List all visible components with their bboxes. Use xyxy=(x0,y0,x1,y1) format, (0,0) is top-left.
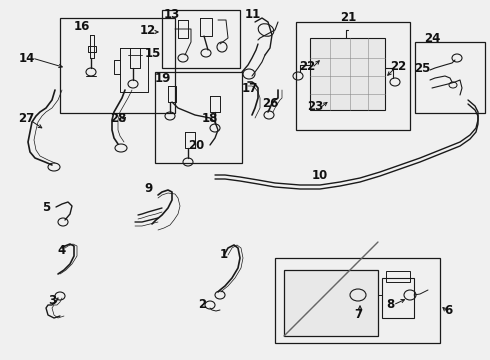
Text: 6: 6 xyxy=(444,303,452,316)
Text: 1: 1 xyxy=(220,248,228,261)
Text: 11: 11 xyxy=(245,8,261,21)
Text: 14: 14 xyxy=(19,51,35,64)
Text: 24: 24 xyxy=(424,32,440,45)
Text: 5: 5 xyxy=(42,201,50,213)
Text: 10: 10 xyxy=(312,168,328,181)
Text: 2: 2 xyxy=(198,298,206,311)
Text: 15: 15 xyxy=(145,46,161,59)
Bar xyxy=(275,258,440,343)
Bar xyxy=(162,10,240,68)
Text: 17: 17 xyxy=(242,81,258,95)
Bar xyxy=(284,270,378,336)
Bar xyxy=(60,18,175,113)
Text: 4: 4 xyxy=(58,243,66,257)
Text: 13: 13 xyxy=(164,8,180,21)
Text: 22: 22 xyxy=(390,59,406,72)
Bar xyxy=(386,271,410,282)
Bar xyxy=(415,42,485,113)
Text: 22: 22 xyxy=(299,59,315,72)
Text: 26: 26 xyxy=(262,96,278,109)
Bar xyxy=(155,72,242,163)
Text: 3: 3 xyxy=(48,293,56,306)
Text: 9: 9 xyxy=(144,181,152,194)
Text: 23: 23 xyxy=(307,99,323,113)
Bar xyxy=(296,22,410,130)
Text: 27: 27 xyxy=(18,112,34,125)
Text: 28: 28 xyxy=(110,112,126,125)
Bar xyxy=(310,38,385,110)
Text: 18: 18 xyxy=(202,112,218,125)
Text: 16: 16 xyxy=(74,19,90,32)
Text: 21: 21 xyxy=(340,10,356,23)
Text: 7: 7 xyxy=(354,309,362,321)
Text: 12: 12 xyxy=(140,23,156,36)
Text: 19: 19 xyxy=(155,72,171,85)
Text: 20: 20 xyxy=(188,139,204,152)
Text: 25: 25 xyxy=(414,62,430,75)
Bar xyxy=(382,278,414,318)
Text: 8: 8 xyxy=(386,298,394,311)
